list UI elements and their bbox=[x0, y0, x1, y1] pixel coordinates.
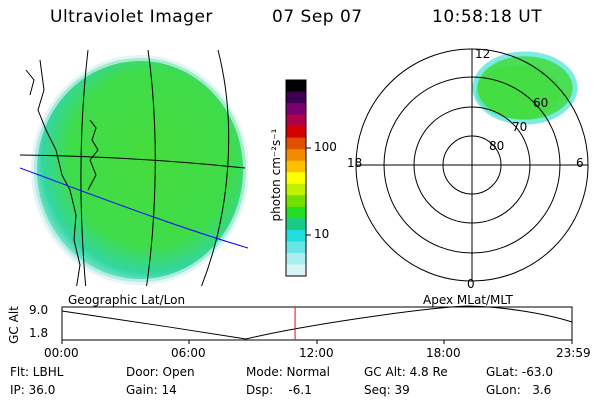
coastline bbox=[37, 59, 81, 286]
mlt-label-18: 18 bbox=[347, 156, 363, 170]
polar-panel-label: Apex MLat/MLT bbox=[423, 293, 513, 307]
earth-disk-emission bbox=[34, 58, 246, 282]
colorbar-band bbox=[286, 206, 306, 219]
longitude-line bbox=[146, 49, 156, 286]
dsp-status: Dsp: -6.1 bbox=[246, 383, 312, 397]
mode-status: Mode: Normal bbox=[246, 365, 330, 379]
mlt-label-12: 12 bbox=[475, 47, 491, 61]
colorbar-band bbox=[286, 126, 306, 139]
gain-status: Gain: 14 bbox=[126, 383, 177, 397]
colorbar-tick-10: 10 bbox=[314, 227, 330, 241]
altitude-tick-high: 9.0 bbox=[29, 303, 49, 317]
colorbar-band bbox=[286, 218, 306, 231]
mlat-label-70: 70 bbox=[512, 120, 528, 134]
time-tick-4: 23:59 bbox=[556, 346, 591, 360]
instrument-title: Ultraviolet Imager bbox=[50, 7, 213, 27]
colorbar-band bbox=[286, 241, 306, 254]
mlt-label-0: 0 bbox=[467, 277, 475, 291]
map-panel-label: Geographic Lat/Lon bbox=[68, 293, 186, 307]
altitude-tick-low: 1.8 bbox=[29, 326, 49, 340]
colorbar-band bbox=[286, 183, 306, 196]
colorbar-band bbox=[286, 103, 306, 116]
colorbar-band bbox=[286, 264, 306, 277]
flt-status: Flt: LBHL bbox=[10, 365, 64, 379]
colorbar-tick-100: 100 bbox=[314, 140, 337, 154]
mlt-label-6: 6 bbox=[576, 156, 584, 170]
time-tick-2: 12:00 bbox=[299, 346, 334, 360]
colorbar-band bbox=[286, 195, 306, 208]
colorbar-band bbox=[286, 114, 306, 127]
latitude-line bbox=[20, 154, 246, 169]
date-label: 07 Sep 07 bbox=[272, 7, 363, 27]
colorbar-band bbox=[286, 160, 306, 173]
time-label: 10:58:18 UT bbox=[432, 7, 543, 27]
mlat-label-80: 80 bbox=[489, 139, 505, 153]
colorbar-band bbox=[286, 149, 306, 162]
longitude-line bbox=[80, 49, 89, 286]
ip-status: IP: 36.0 bbox=[10, 383, 56, 397]
seq-status: Seq: 39 bbox=[364, 383, 410, 397]
door-status: Door: Open bbox=[126, 365, 195, 379]
mlat-label-60: 60 bbox=[533, 96, 549, 110]
altitude-axis-label: GC Alt bbox=[7, 306, 21, 344]
time-tick-1: 06:00 bbox=[171, 346, 206, 360]
gc-alt-status: GC Alt: 4.8 Re bbox=[364, 365, 448, 379]
colorbar-band bbox=[286, 137, 306, 150]
colorbar-band bbox=[286, 229, 306, 242]
terminator-line bbox=[20, 167, 248, 249]
glat-status: GLat: -63.0 bbox=[486, 365, 553, 379]
colorbar-band bbox=[286, 172, 306, 185]
time-tick-0: 00:00 bbox=[44, 346, 79, 360]
colorbar-band bbox=[286, 80, 306, 93]
colorbar-band bbox=[286, 91, 306, 104]
altitude-curve bbox=[61, 305, 573, 340]
glon-status: GLon: 3.6 bbox=[486, 383, 552, 397]
time-tick-3: 18:00 bbox=[426, 346, 461, 360]
coastline bbox=[87, 119, 99, 191]
colorbar-band bbox=[286, 252, 306, 265]
